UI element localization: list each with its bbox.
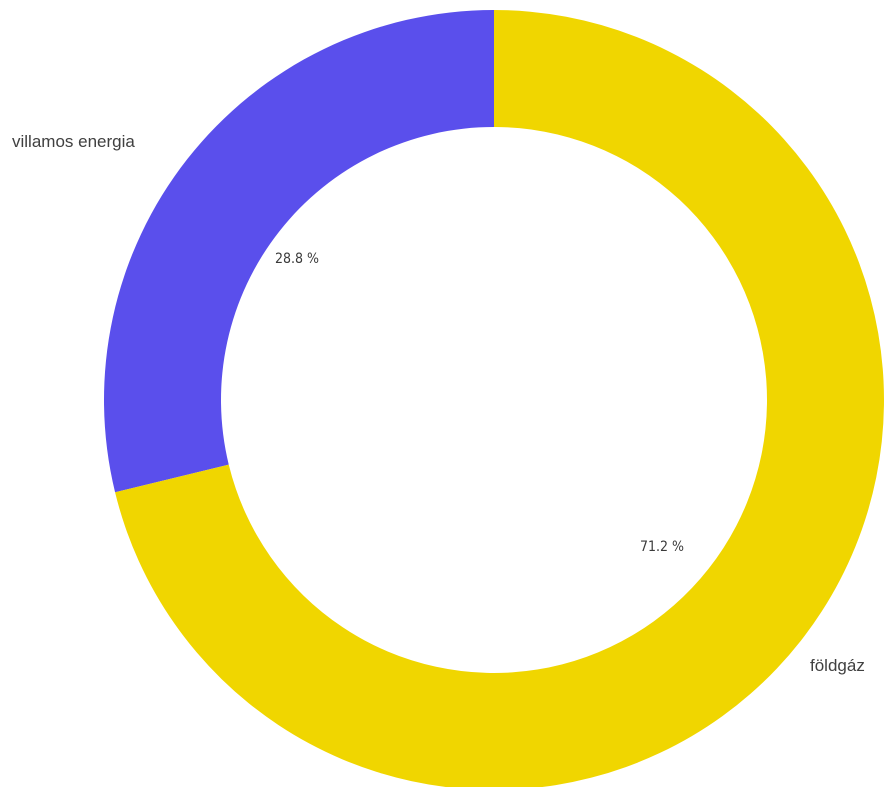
slices-group: [104, 10, 884, 787]
slice-label-villamos-energia: villamos energia: [12, 132, 135, 151]
slice-percent-villamos-energia: 28.8 %: [275, 251, 319, 267]
labels-group: villamos energia 28.8 % 71.2 % földgáz: [12, 132, 865, 675]
slice-villamos-energia[interactable]: [104, 10, 494, 493]
slice-f-ldg-z[interactable]: [115, 10, 884, 787]
slice-label-foldgaz: földgáz: [810, 656, 865, 675]
slice-percent-foldgaz: 71.2 %: [640, 539, 684, 555]
